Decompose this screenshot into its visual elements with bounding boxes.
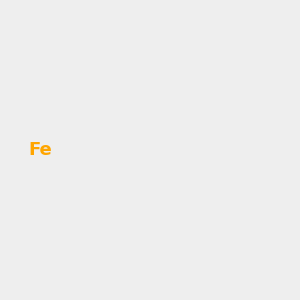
Text: Fe: Fe: [28, 141, 52, 159]
